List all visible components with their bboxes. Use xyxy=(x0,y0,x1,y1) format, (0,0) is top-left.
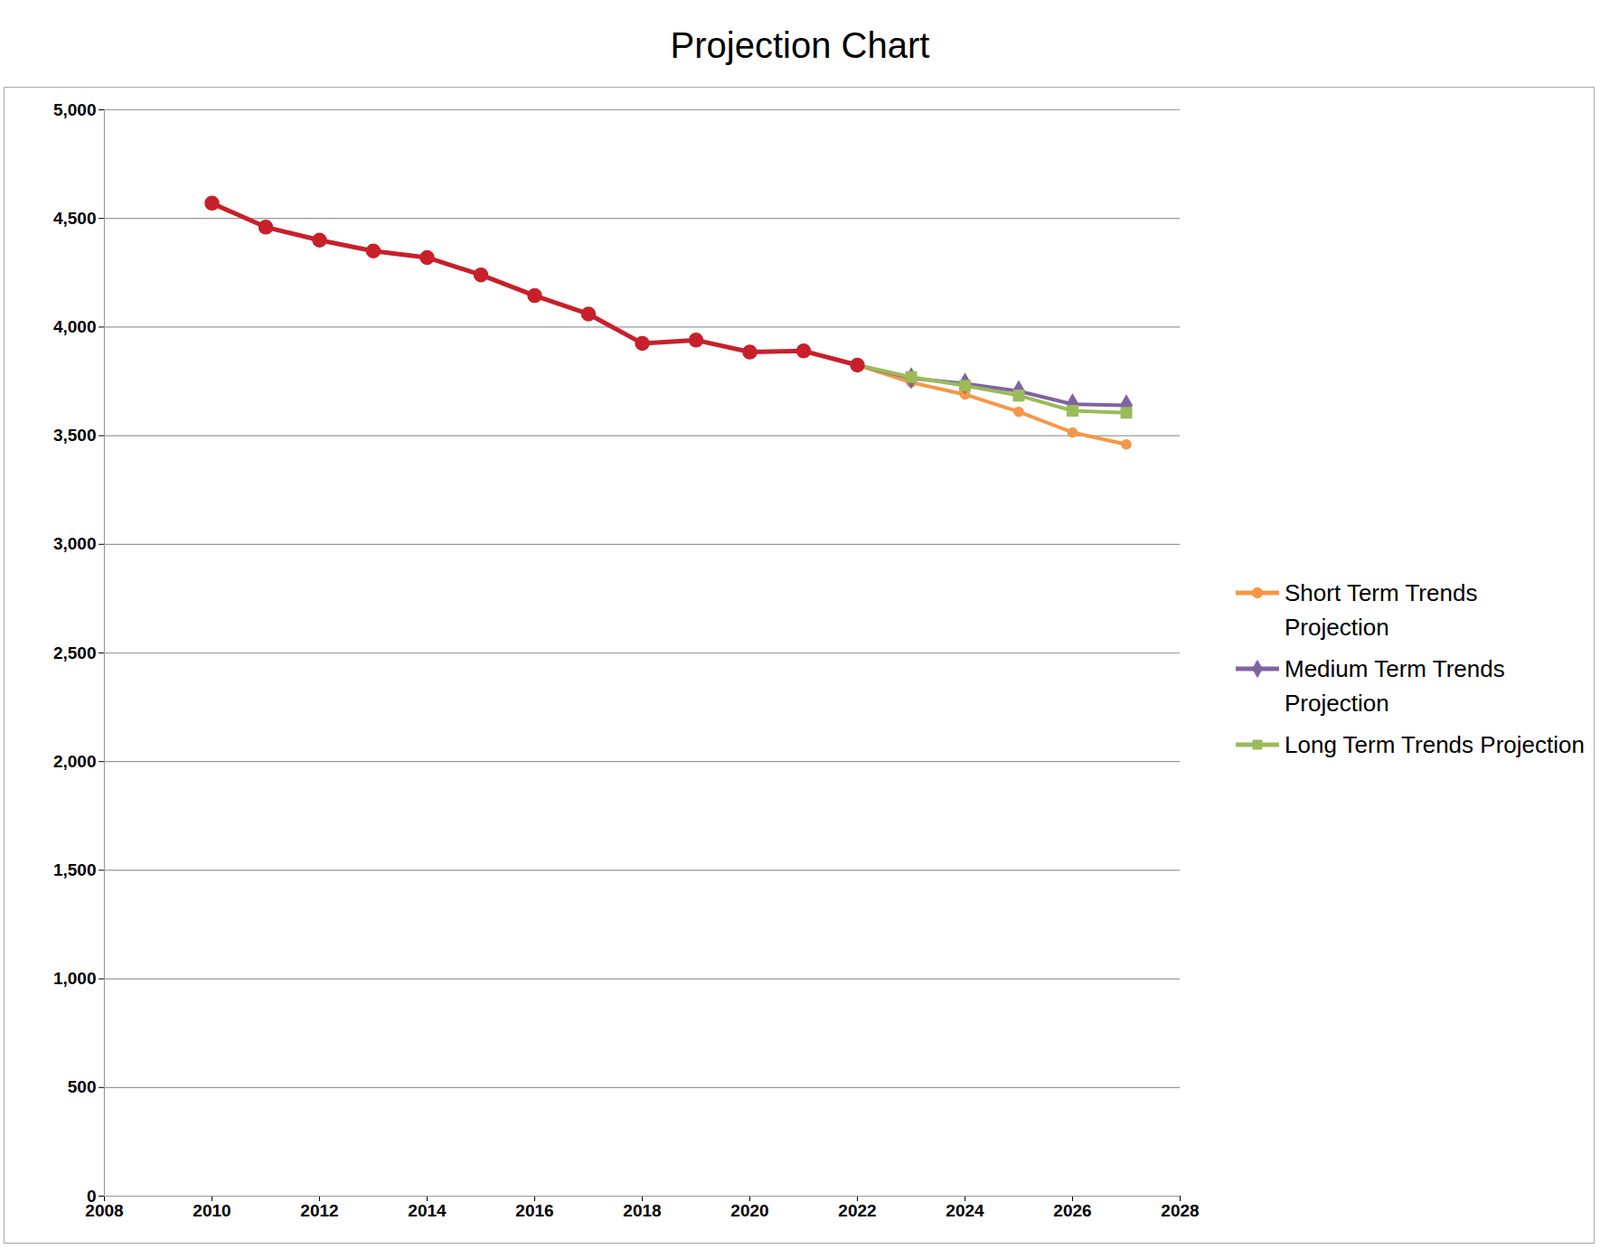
svg-text:1,500: 1,500 xyxy=(53,860,97,880)
svg-text:2014: 2014 xyxy=(407,1201,447,1221)
svg-text:0: 0 xyxy=(86,1186,97,1206)
svg-text:2028: 2028 xyxy=(1160,1201,1199,1221)
svg-text:2,500: 2,500 xyxy=(53,643,97,663)
svg-text:2008: 2008 xyxy=(84,1201,123,1221)
svg-text:2018: 2018 xyxy=(622,1201,661,1221)
svg-text:2016: 2016 xyxy=(515,1201,554,1221)
svg-text:1,000: 1,000 xyxy=(53,969,97,989)
svg-text:2024: 2024 xyxy=(945,1201,985,1221)
svg-text:4,000: 4,000 xyxy=(53,317,97,337)
html-text:Medium Term Trends Projection: Medium Term Trends Projection xyxy=(1284,655,1505,717)
svg-text:2022: 2022 xyxy=(837,1201,876,1221)
html-text:Projection Chart: Projection Chart xyxy=(670,25,930,66)
svg-text:500: 500 xyxy=(67,1077,97,1097)
svg-text:2012: 2012 xyxy=(300,1201,339,1221)
svg-text:3,000: 3,000 xyxy=(53,534,97,554)
svg-text:2,000: 2,000 xyxy=(53,752,97,772)
svg-text:3,500: 3,500 xyxy=(53,425,97,445)
svg-text:2020: 2020 xyxy=(730,1201,769,1221)
html-text:Long Term Trends Projection: Long Term Trends Projection xyxy=(1284,731,1585,759)
html-text:Short Term Trends Projection: Short Term Trends Projection xyxy=(1284,579,1478,641)
svg-text:2026: 2026 xyxy=(1053,1201,1092,1221)
svg-text:5,000: 5,000 xyxy=(53,100,97,120)
svg-text:2010: 2010 xyxy=(192,1201,231,1221)
svg-text:4,500: 4,500 xyxy=(53,208,97,228)
